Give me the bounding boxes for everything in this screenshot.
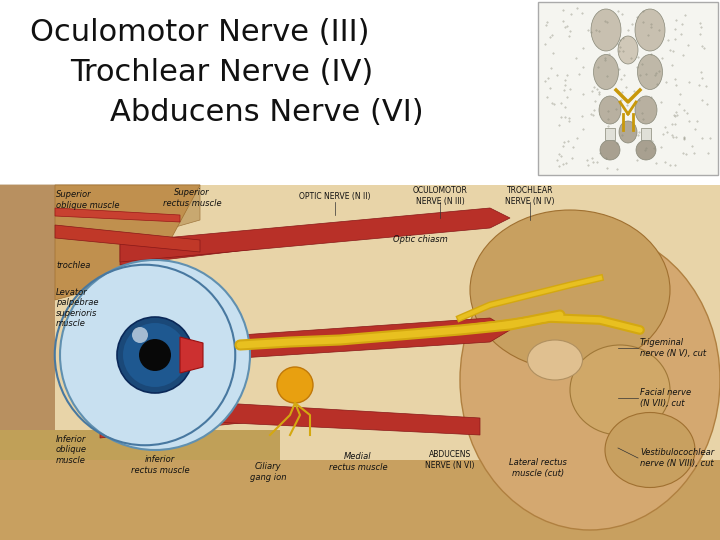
Polygon shape — [0, 185, 200, 300]
Ellipse shape — [618, 36, 638, 64]
Circle shape — [123, 323, 187, 387]
Polygon shape — [100, 410, 250, 438]
Text: Optic chiasm: Optic chiasm — [392, 235, 447, 245]
Polygon shape — [120, 210, 500, 265]
Polygon shape — [120, 208, 510, 262]
FancyBboxPatch shape — [641, 128, 651, 140]
Text: Lateral rectus
muscle (cut): Lateral rectus muscle (cut) — [509, 458, 567, 478]
Ellipse shape — [528, 340, 582, 380]
Polygon shape — [170, 400, 480, 435]
Ellipse shape — [599, 96, 621, 124]
FancyBboxPatch shape — [605, 128, 615, 140]
Text: Medial
rectus muscle: Medial rectus muscle — [329, 453, 387, 472]
Polygon shape — [55, 225, 200, 252]
Ellipse shape — [460, 230, 720, 530]
FancyBboxPatch shape — [538, 2, 718, 175]
Circle shape — [277, 367, 313, 403]
Text: Trigeminal
nerve (N V), cut: Trigeminal nerve (N V), cut — [640, 338, 706, 357]
Polygon shape — [0, 430, 280, 460]
Ellipse shape — [600, 140, 620, 160]
Polygon shape — [240, 318, 510, 358]
Ellipse shape — [637, 55, 662, 90]
Ellipse shape — [605, 413, 695, 488]
Text: Vestibulocochlear
nerve (N VIII), cut: Vestibulocochlear nerve (N VIII), cut — [640, 448, 714, 468]
Text: Ciliary
gang ion: Ciliary gang ion — [250, 462, 287, 482]
Ellipse shape — [593, 55, 618, 90]
Ellipse shape — [470, 210, 670, 370]
Text: Superior
rectus muscle: Superior rectus muscle — [163, 188, 221, 208]
Ellipse shape — [591, 9, 621, 51]
Ellipse shape — [635, 9, 665, 51]
FancyBboxPatch shape — [0, 185, 720, 540]
Text: Facial nerve
(N VII), cut: Facial nerve (N VII), cut — [640, 388, 691, 408]
Ellipse shape — [636, 140, 656, 160]
Text: Superior
oblique muscle: Superior oblique muscle — [56, 190, 120, 210]
Text: trochlea: trochlea — [56, 260, 91, 269]
Circle shape — [117, 317, 193, 393]
Text: Abducens Nerve (VI): Abducens Nerve (VI) — [110, 98, 423, 127]
Text: ABDUCENS
NERVE (N VI): ABDUCENS NERVE (N VI) — [426, 450, 474, 470]
Polygon shape — [0, 460, 720, 540]
Text: Trochlear Nerve (IV): Trochlear Nerve (IV) — [70, 58, 373, 87]
Polygon shape — [180, 337, 203, 373]
Text: OPTIC NERVE (N II): OPTIC NERVE (N II) — [300, 192, 371, 200]
Ellipse shape — [635, 96, 657, 124]
Text: Levator
palpebrae
superioris
muscle: Levator palpebrae superioris muscle — [56, 288, 99, 328]
Polygon shape — [55, 208, 180, 222]
Polygon shape — [0, 185, 55, 540]
Text: OCULOMOTOR
NERVE (N III): OCULOMOTOR NERVE (N III) — [413, 186, 467, 206]
Text: TROCHLEAR
NERVE (N IV): TROCHLEAR NERVE (N IV) — [505, 186, 554, 206]
Text: Inferior
oblique
muscle: Inferior oblique muscle — [56, 435, 87, 465]
Text: inferior
rectus muscle: inferior rectus muscle — [131, 455, 189, 475]
Polygon shape — [55, 185, 200, 300]
Ellipse shape — [570, 345, 670, 435]
Circle shape — [60, 260, 250, 450]
Text: Oculomotor Nerve (III): Oculomotor Nerve (III) — [30, 18, 369, 47]
Circle shape — [139, 339, 171, 371]
Ellipse shape — [619, 121, 637, 143]
Circle shape — [132, 327, 148, 343]
